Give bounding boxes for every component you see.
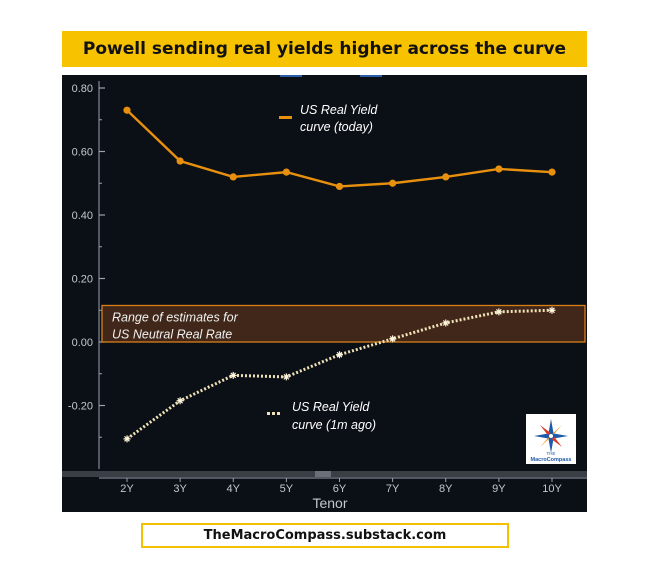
1m-ago-point	[442, 319, 450, 327]
top-accent-right	[360, 75, 382, 77]
today-point	[442, 173, 450, 181]
legend-1m-swatch	[267, 412, 280, 415]
logo-brand-text: MacroCompass	[531, 457, 572, 463]
today-point	[335, 182, 344, 191]
series-1m-ago	[123, 306, 556, 443]
y-tick-label: 0.80	[72, 83, 93, 95]
x-tick-label: 9Y	[492, 483, 506, 495]
y-tick-label: 0.40	[72, 210, 93, 222]
1m-ago-point	[176, 397, 184, 405]
x-tick-label: 2Y	[120, 483, 134, 495]
1m-ago-point	[229, 371, 237, 379]
1m-ago-point	[389, 335, 397, 343]
band-label-line1: Range of estimates for	[112, 310, 239, 324]
today-point	[123, 106, 131, 114]
1m-ago-point	[548, 306, 556, 314]
today-point	[548, 168, 556, 176]
today-point	[495, 165, 503, 173]
legend-today-swatch	[279, 116, 292, 119]
logo-small-text: THE	[547, 451, 556, 456]
y-tick-label: 0.20	[72, 274, 93, 286]
y-tick-label: 0.60	[72, 147, 93, 159]
legend-today-line2: curve (today)	[300, 120, 373, 134]
compass-icon	[534, 419, 568, 453]
legend-1m-line2: curve (1m ago)	[292, 418, 376, 432]
yield-curve-chart: 0.80 0.60 0.40 0.20 0.00 -0.20 Range of estim…	[62, 75, 587, 511]
x-tick-label: 3Y	[173, 483, 187, 495]
1m-ago-point	[123, 435, 131, 443]
x-tick-label: 8Y	[439, 483, 453, 495]
x-tick-label: 5Y	[280, 483, 294, 495]
macrocompass-logo: THE MacroCompass	[526, 414, 576, 464]
band-label-line2: US Neutral Real Rate	[112, 327, 232, 341]
x-tick-label: 10Y	[542, 483, 562, 495]
today-point	[229, 173, 237, 181]
1m-ago-line	[126, 308, 553, 441]
chart-title: Powell sending real yields higher across…	[82, 39, 567, 59]
y-tick-label: 0.00	[72, 337, 93, 349]
today-point	[282, 168, 290, 176]
chart-title-banner: Powell sending real yields higher across…	[62, 31, 587, 67]
series-today	[123, 106, 556, 191]
x-axis-label: Tenor	[312, 495, 347, 511]
today-point	[389, 179, 397, 187]
1m-ago-point	[495, 308, 503, 316]
legend-1m-line1: US Real Yield	[292, 400, 370, 414]
source-footer: TheMacroCompass.substack.com	[141, 523, 509, 548]
top-accent-left	[280, 75, 302, 77]
legend-today-line1: US Real Yield	[300, 103, 378, 117]
footer-text: TheMacroCompass.substack.com	[203, 528, 447, 543]
x-tick-label: 6Y	[333, 483, 347, 495]
x-tick-label: 4Y	[227, 483, 241, 495]
chart-panel: 0.80 0.60 0.40 0.20 0.00 -0.20 Range of estim…	[62, 75, 587, 512]
today-point	[176, 157, 184, 165]
y-tick-label: -0.20	[68, 401, 93, 413]
1m-ago-point	[282, 373, 290, 381]
1m-ago-point	[336, 351, 343, 359]
x-tick-label: 7Y	[386, 483, 400, 495]
x-tick-group: 2Y 3Y 4Y 5Y 6Y 7Y 8Y 9Y 10Y	[120, 478, 562, 495]
scrollbar-thumb[interactable]	[315, 471, 331, 477]
